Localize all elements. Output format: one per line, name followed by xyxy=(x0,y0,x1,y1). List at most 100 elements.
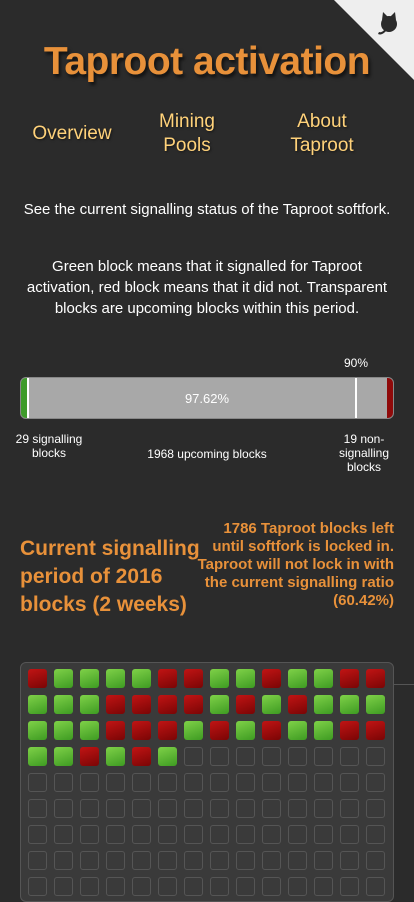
block-upcoming xyxy=(236,747,255,766)
block-signalling xyxy=(54,669,73,688)
block-non-signalling xyxy=(132,695,151,714)
block-upcoming xyxy=(314,747,333,766)
block-non-signalling xyxy=(262,721,281,740)
nav-overview[interactable]: Overview xyxy=(28,122,116,146)
block-signalling xyxy=(132,669,151,688)
block-upcoming xyxy=(236,851,255,870)
block-signalling xyxy=(80,721,99,740)
block-upcoming xyxy=(288,747,307,766)
block-upcoming xyxy=(340,799,359,818)
description-legend: Green block means that it signalled for … xyxy=(18,256,396,319)
block-upcoming xyxy=(106,877,125,896)
block-upcoming xyxy=(184,747,203,766)
block-signalling xyxy=(288,721,307,740)
block-upcoming xyxy=(106,825,125,844)
block-non-signalling xyxy=(340,721,359,740)
block-upcoming xyxy=(184,851,203,870)
block-upcoming xyxy=(158,877,177,896)
nav-mining-pools[interactable]: Mining Pools xyxy=(148,110,226,158)
block-signalling xyxy=(54,695,73,714)
block-signalling xyxy=(80,669,99,688)
block-upcoming xyxy=(132,877,151,896)
signalling-count-label: 29 signalling blocks xyxy=(14,432,84,460)
block-upcoming xyxy=(54,773,73,792)
block-upcoming xyxy=(132,825,151,844)
block-upcoming xyxy=(288,773,307,792)
block-upcoming xyxy=(262,799,281,818)
block-upcoming xyxy=(262,747,281,766)
block-upcoming xyxy=(132,773,151,792)
block-upcoming xyxy=(80,799,99,818)
block-upcoming xyxy=(262,851,281,870)
block-upcoming xyxy=(28,851,47,870)
upcoming-count-label: 1968 upcoming blocks xyxy=(120,447,294,461)
block-non-signalling xyxy=(366,721,385,740)
period-heading: Current signalling period of 2016 blocks… xyxy=(20,535,220,619)
block-signalling xyxy=(54,747,73,766)
block-upcoming xyxy=(54,825,73,844)
block-upcoming xyxy=(184,825,203,844)
block-signalling xyxy=(158,747,177,766)
block-upcoming xyxy=(314,799,333,818)
block-non-signalling xyxy=(80,747,99,766)
block-signalling xyxy=(106,747,125,766)
block-signalling xyxy=(54,721,73,740)
block-upcoming xyxy=(80,825,99,844)
block-upcoming xyxy=(366,877,385,896)
block-signalling xyxy=(28,747,47,766)
block-upcoming xyxy=(132,799,151,818)
block-upcoming xyxy=(158,773,177,792)
block-signalling xyxy=(366,695,385,714)
block-upcoming xyxy=(262,877,281,896)
block-upcoming xyxy=(288,825,307,844)
block-upcoming xyxy=(314,851,333,870)
block-upcoming xyxy=(184,773,203,792)
nav-about-taproot[interactable]: About Taproot xyxy=(280,110,364,158)
block-upcoming xyxy=(54,851,73,870)
block-non-signalling xyxy=(28,669,47,688)
block-upcoming xyxy=(210,825,229,844)
block-upcoming xyxy=(106,773,125,792)
block-signalling xyxy=(28,721,47,740)
block-signalling xyxy=(314,721,333,740)
block-upcoming xyxy=(340,825,359,844)
block-signalling xyxy=(314,669,333,688)
non-signalling-count-label: 19 non-signalling blocks xyxy=(328,432,400,474)
block-upcoming xyxy=(28,773,47,792)
block-upcoming xyxy=(80,851,99,870)
block-non-signalling xyxy=(106,721,125,740)
block-upcoming xyxy=(236,773,255,792)
block-upcoming xyxy=(210,747,229,766)
block-upcoming xyxy=(340,747,359,766)
block-signalling xyxy=(262,695,281,714)
block-upcoming xyxy=(262,825,281,844)
block-upcoming xyxy=(158,825,177,844)
block-upcoming xyxy=(28,799,47,818)
block-upcoming xyxy=(340,877,359,896)
block-upcoming xyxy=(366,747,385,766)
block-signalling xyxy=(184,721,203,740)
threshold-label: 90% xyxy=(344,356,368,370)
lock-in-status: 1786 Taproot blocks left until softfork … xyxy=(194,520,394,610)
block-non-signalling xyxy=(184,695,203,714)
block-upcoming xyxy=(54,799,73,818)
block-signalling xyxy=(236,721,255,740)
block-upcoming xyxy=(314,877,333,896)
block-upcoming xyxy=(366,799,385,818)
block-upcoming xyxy=(288,877,307,896)
block-signalling xyxy=(80,695,99,714)
block-upcoming xyxy=(210,851,229,870)
block-upcoming xyxy=(184,877,203,896)
block-upcoming xyxy=(80,773,99,792)
block-upcoming xyxy=(314,773,333,792)
block-upcoming xyxy=(28,877,47,896)
block-non-signalling xyxy=(106,695,125,714)
block-non-signalling xyxy=(158,695,177,714)
block-upcoming xyxy=(288,799,307,818)
block-upcoming xyxy=(132,851,151,870)
block-upcoming xyxy=(236,825,255,844)
block-upcoming xyxy=(236,877,255,896)
block-non-signalling xyxy=(158,669,177,688)
block-upcoming xyxy=(210,799,229,818)
block-upcoming xyxy=(106,851,125,870)
